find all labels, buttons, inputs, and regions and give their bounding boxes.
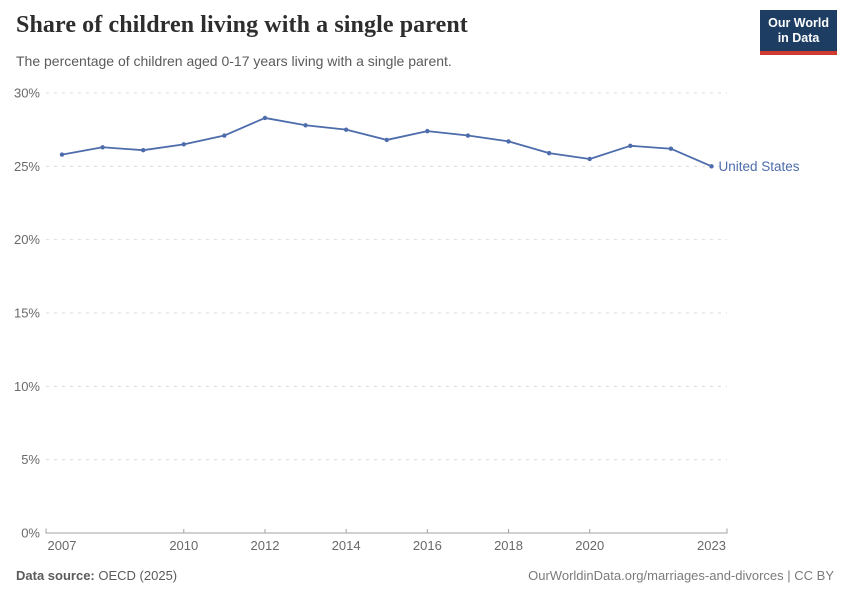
x-axis-label: 2014 <box>332 538 361 553</box>
x-axis-label: 2007 <box>48 538 77 553</box>
owid-logo[interactable]: Our World in Data <box>760 10 837 55</box>
x-axis-label: 2023 <box>697 538 726 553</box>
y-axis-label: 0% <box>21 526 40 541</box>
owid-logo-line1: Our World <box>768 16 829 30</box>
series-end-label[interactable]: United States <box>719 159 800 174</box>
x-axis-label: 2018 <box>494 538 523 553</box>
x-axis-label: 2016 <box>413 538 442 553</box>
data-source-note: Data source: OECD (2025) <box>16 568 177 583</box>
data-point[interactable] <box>181 142 186 147</box>
page-title: Share of children living with a single p… <box>16 12 468 38</box>
data-point[interactable] <box>465 133 471 138</box>
y-axis-label: 5% <box>21 452 40 467</box>
data-point[interactable] <box>343 127 349 132</box>
data-point[interactable] <box>506 139 511 144</box>
data-point[interactable] <box>668 146 674 151</box>
data-point[interactable] <box>222 133 227 138</box>
data-point[interactable] <box>384 137 389 143</box>
data-point[interactable] <box>425 128 430 134</box>
x-axis-label: 2020 <box>575 538 604 553</box>
data-point[interactable] <box>303 123 308 128</box>
chart-footer: Data source: OECD (2025) OurWorldinData.… <box>16 568 834 583</box>
data-point[interactable] <box>59 152 65 157</box>
x-axis-label: 2010 <box>169 538 198 553</box>
data-point[interactable] <box>709 164 714 169</box>
data-point[interactable] <box>628 143 633 148</box>
y-axis-label: 15% <box>14 306 40 321</box>
data-point[interactable] <box>546 150 552 156</box>
y-axis-label: 10% <box>14 379 40 394</box>
data-point[interactable] <box>587 156 592 162</box>
data-source-label: Data source: <box>16 568 95 583</box>
data-point[interactable] <box>262 115 268 121</box>
credit-link[interactable]: OurWorldinData.org/marriages-and-divorce… <box>528 568 834 583</box>
x-axis-line <box>45 528 728 534</box>
data-point[interactable] <box>100 145 105 150</box>
y-axis-label: 25% <box>14 159 40 174</box>
owid-logo-line2: in Data <box>777 30 820 45</box>
data-point[interactable] <box>140 148 146 153</box>
y-axis-label: 20% <box>14 232 40 247</box>
y-axis-label: 30% <box>14 86 40 101</box>
x-axis-label: 2012 <box>251 538 280 553</box>
data-source-value: OECD (2025) <box>98 568 178 583</box>
chart-subtitle: The percentage of children aged 0-17 yea… <box>16 53 452 69</box>
